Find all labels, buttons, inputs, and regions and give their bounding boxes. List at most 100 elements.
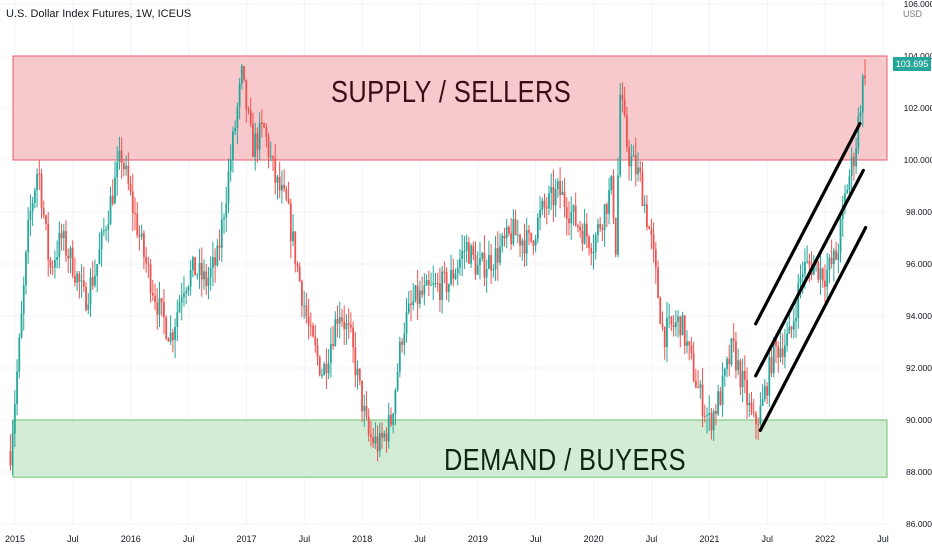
candle-body [107, 224, 110, 230]
candle-body [757, 423, 760, 425]
candle-body [432, 283, 435, 285]
candle-body [859, 112, 862, 117]
candles [9, 59, 866, 476]
candle-body [706, 415, 708, 417]
time-tick-label: 2016 [121, 534, 141, 544]
candle-body [741, 370, 744, 388]
candle-body [265, 127, 268, 137]
candle-body [625, 114, 628, 148]
candle-body [659, 297, 662, 324]
price-tick-label: 106.000 [904, 0, 932, 9]
candle-body [140, 233, 143, 237]
candle-body [514, 219, 517, 236]
candle-body [686, 341, 688, 346]
candle-body [806, 261, 809, 263]
candle-body [781, 348, 784, 357]
candle-body [53, 260, 56, 268]
candle-body [223, 217, 225, 220]
candle-body [579, 226, 582, 231]
candle-body [650, 228, 653, 235]
candle-body [601, 228, 604, 230]
candle-body [848, 175, 851, 190]
candle-body [839, 218, 842, 253]
candle-body [118, 150, 121, 163]
candle-body [759, 405, 762, 425]
candle-body [561, 191, 564, 195]
candle-body [639, 167, 642, 173]
candle-body [180, 297, 183, 303]
candle-body [657, 267, 659, 298]
candle-body [74, 275, 76, 283]
candle-body [283, 184, 286, 189]
time-tick-label: Jul [67, 534, 79, 544]
time-tick-label: 2022 [815, 534, 835, 544]
candle-body [512, 219, 515, 244]
candle-body [746, 379, 748, 406]
candle-body [11, 433, 14, 466]
candle-body [9, 451, 12, 466]
candle-body [109, 195, 112, 225]
candle-body [523, 240, 526, 254]
candle-body [804, 261, 806, 274]
candle-body [536, 217, 539, 239]
candle-body [416, 285, 419, 304]
candle-body [125, 165, 128, 170]
candle-body [345, 323, 348, 330]
candle-body [795, 317, 797, 322]
candle-body [102, 230, 105, 232]
price-tick-label: 90.000 [906, 415, 932, 425]
candle-body [285, 188, 288, 200]
candle-body [129, 184, 132, 192]
candle-body [481, 253, 484, 259]
candle-body [467, 242, 470, 264]
candle-body [479, 258, 481, 266]
candle-body [861, 75, 864, 113]
candle-body [456, 267, 459, 274]
candle-body [58, 232, 61, 257]
candle-body [688, 341, 691, 346]
candle-body [539, 209, 541, 218]
candle-body [463, 250, 466, 252]
candle-body [205, 271, 208, 287]
candle-body [590, 248, 593, 254]
candle-body [661, 323, 664, 328]
time-tick-label: Jul [299, 534, 311, 544]
candle-body [274, 158, 277, 183]
candle-body [372, 437, 375, 444]
candle-body [352, 327, 355, 348]
candle-body [412, 300, 415, 305]
candle-body [392, 413, 395, 425]
candle-body [381, 432, 383, 438]
candle-body [80, 280, 83, 282]
candle-body [708, 412, 711, 416]
candle-body [808, 261, 811, 265]
candle-body [76, 273, 79, 283]
candle-body [434, 283, 437, 285]
time-tick-label: Jul [646, 534, 658, 544]
trend-channel [754, 121, 868, 432]
candle-body [423, 285, 426, 295]
candle-body [189, 270, 192, 287]
candle-body [332, 343, 334, 347]
channel-line[interactable] [758, 226, 868, 432]
candle-body [772, 338, 775, 374]
candle-body [327, 363, 330, 374]
candle-body [20, 313, 23, 338]
candle-body [677, 316, 679, 322]
candle-body [292, 231, 294, 242]
candle-body [630, 156, 633, 167]
candle-body [194, 257, 196, 276]
candle-body [280, 184, 283, 191]
candle-body [212, 257, 214, 268]
channel-line[interactable] [754, 168, 865, 378]
candle-body [421, 290, 424, 295]
candle-body [136, 213, 139, 236]
candle-body [91, 277, 94, 286]
candle-body [674, 321, 677, 328]
candle-body [71, 247, 74, 276]
channel-line[interactable] [754, 121, 862, 326]
candle-body [203, 271, 205, 280]
candle-body [401, 341, 403, 345]
candle-body [670, 316, 673, 325]
